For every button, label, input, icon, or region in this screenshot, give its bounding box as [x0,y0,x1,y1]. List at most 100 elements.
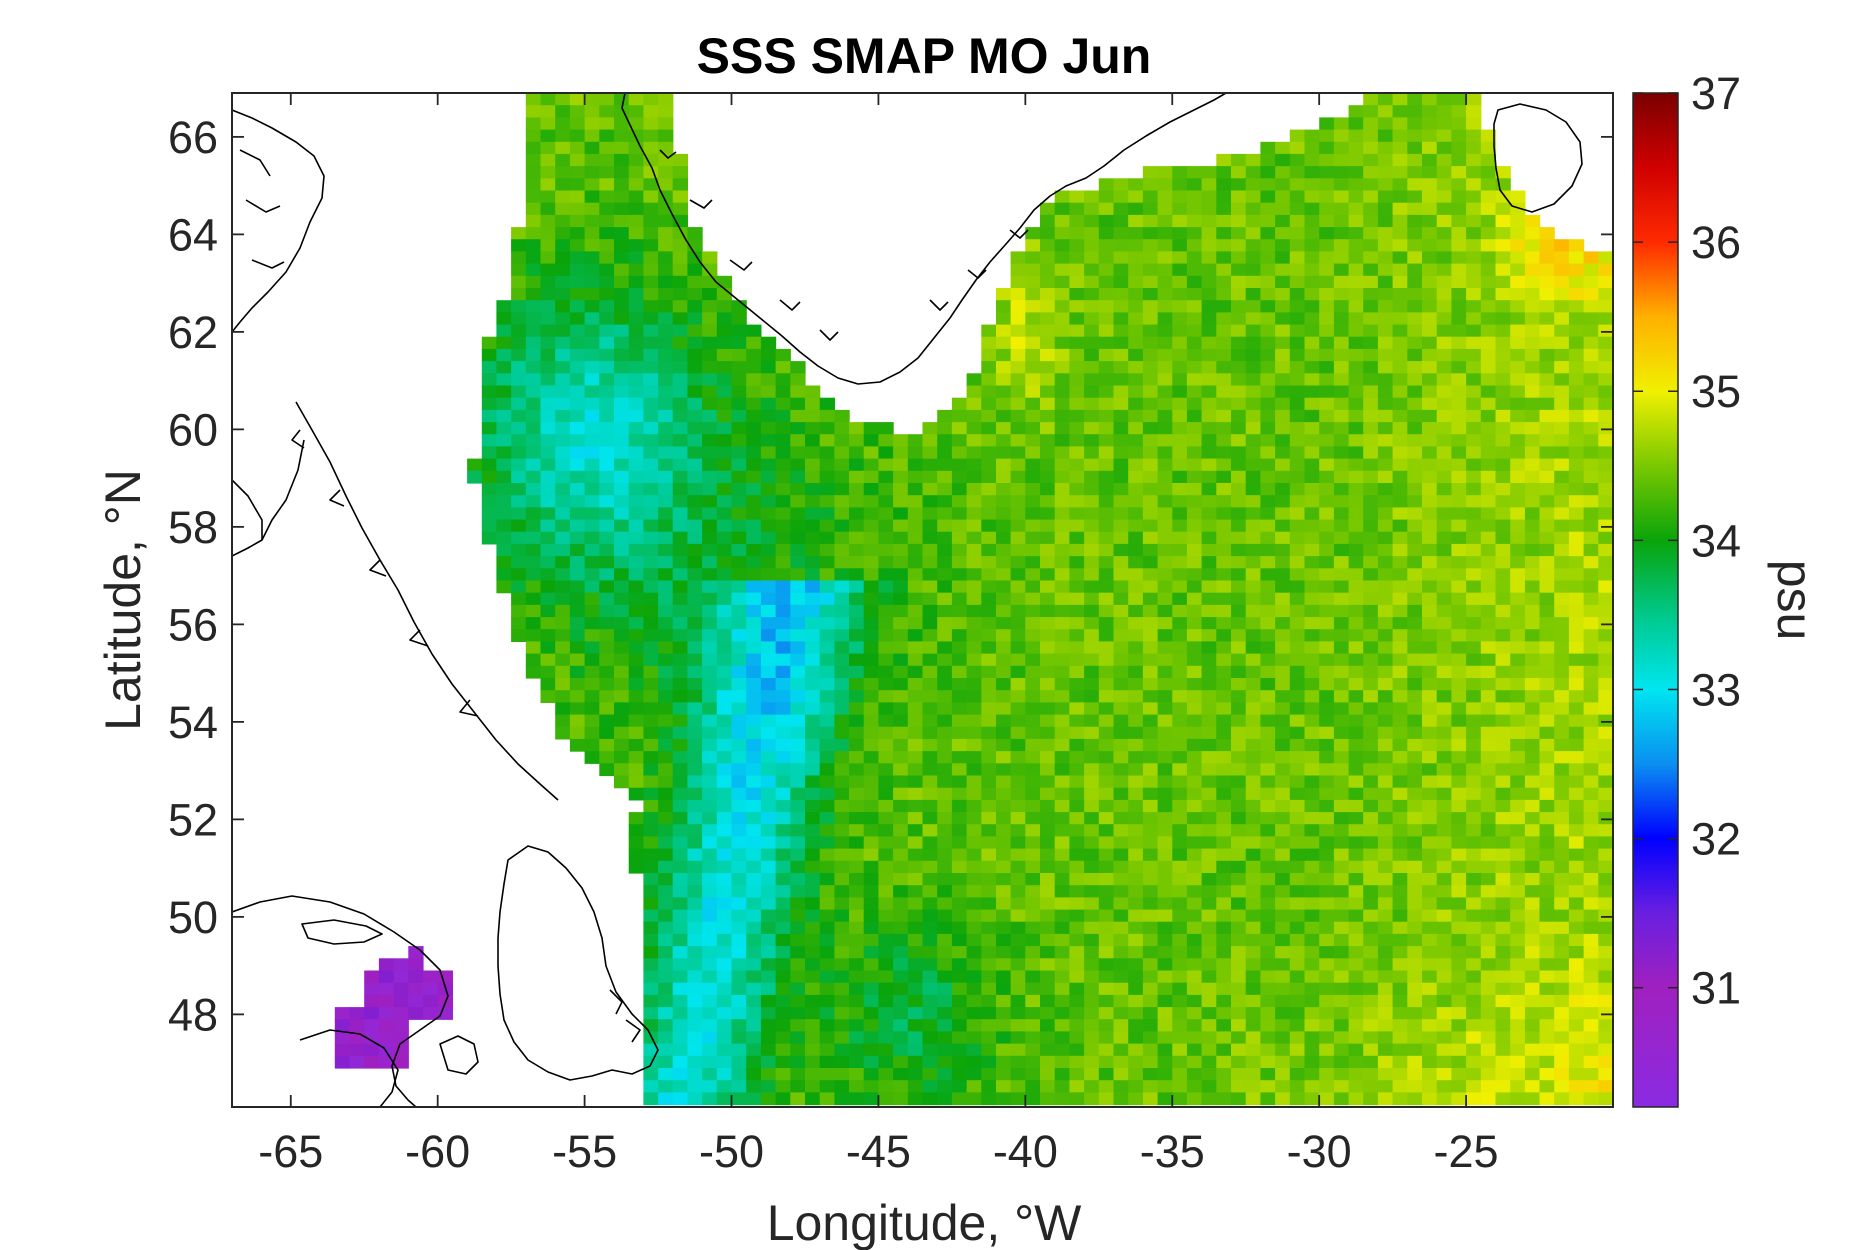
heatmap-cell [1333,214,1350,228]
heatmap-cell [1451,763,1467,777]
heatmap-cell [760,617,777,630]
heatmap-cell [1451,824,1467,837]
heatmap-cell [525,190,542,204]
heatmap-cell [731,434,747,447]
heatmap-cell [1275,653,1291,667]
heatmap-cell [937,860,953,874]
heatmap-cell [790,495,806,508]
heatmap-cell [1172,190,1188,204]
heatmap-cell [1495,397,1511,411]
heatmap-cell [1069,921,1085,935]
heatmap-cell [1495,799,1511,813]
heatmap-cell [1392,824,1408,837]
heatmap-cell [672,909,688,923]
heatmap-cell [555,105,571,118]
heatmap-cell [1098,641,1115,655]
heatmap-cell [1495,690,1511,703]
heatmap-cell [863,495,879,508]
heatmap-cell [334,1031,351,1045]
heatmap-cell [496,434,512,447]
heatmap-cell [672,556,688,569]
heatmap-cell [1466,946,1482,959]
heatmap-cell [1128,824,1144,837]
heatmap-cell [599,629,615,642]
heatmap-cell [1480,251,1497,265]
heatmap-cell [1289,824,1306,837]
heatmap-cell [716,690,733,703]
heatmap-cell [834,495,850,508]
heatmap-cell [672,275,688,289]
heatmap-cell [408,994,424,1008]
heatmap-cell [1377,93,1394,106]
heatmap-cell [672,653,688,667]
heatmap-cell [1583,251,1599,265]
heatmap-cell [1172,568,1188,582]
heatmap-cell [643,824,659,837]
heatmap-cell [702,483,718,496]
heatmap-cell [702,678,718,691]
heatmap-cell [687,738,703,752]
heatmap-cell [1495,812,1511,825]
heatmap-cell [1495,556,1511,569]
heatmap-cell [1466,385,1482,399]
heatmap-cell [922,543,938,557]
heatmap-cell [716,507,733,521]
heatmap-cell [1186,397,1203,411]
heatmap-cell [1554,422,1570,435]
heatmap-cell [1201,556,1217,569]
heatmap-cell [1275,690,1291,703]
heatmap-cell [1216,812,1232,825]
heatmap-cell [731,787,747,801]
heatmap-cell [1216,873,1232,886]
heatmap-cell [687,641,703,655]
heatmap-cell [1583,592,1599,606]
heatmap-cell [1480,873,1497,886]
heatmap-cell [849,678,865,691]
heatmap-cell [937,994,953,1008]
heatmap-cell [1084,592,1100,606]
heatmap-cell [1348,446,1364,460]
heatmap-cell [540,129,556,143]
heatmap-cell [1157,824,1173,837]
heatmap-cell [1069,836,1085,850]
heatmap-cell [1333,799,1350,813]
heatmap-cell [951,994,968,1008]
heatmap-cell [922,994,938,1008]
heatmap-cell [1054,312,1070,326]
heatmap-cell [951,982,968,996]
heatmap-cell [658,263,674,277]
heatmap-cell [1568,946,1585,959]
heatmap-cell [1495,763,1511,777]
heatmap-cell [1201,300,1217,313]
heatmap-cell [966,738,982,752]
heatmap-cell [672,336,688,350]
heatmap-cell [1495,604,1511,618]
heatmap-cell [878,946,894,959]
heatmap-cell [1583,836,1599,850]
heatmap-cell [1319,568,1335,582]
heatmap-cell [951,519,968,533]
heatmap-cell [1128,373,1144,387]
heatmap-cell [672,665,688,679]
heatmap-cell [687,824,703,837]
heatmap-cell [1275,714,1291,728]
heatmap-cell [687,409,703,423]
heatmap-cell [628,190,644,204]
heatmap-cell [555,373,571,387]
heatmap-cell [1201,336,1217,350]
heatmap-cell [1422,385,1438,399]
heatmap-cell [775,1019,791,1032]
heatmap-cell [1186,251,1203,265]
heatmap-cell [1436,324,1452,338]
heatmap-cell [716,775,733,789]
heatmap-cell [1010,409,1026,423]
heatmap-cell [702,970,718,984]
heatmap-cell [1392,288,1408,301]
heatmap-cell [525,105,542,118]
heatmap-cell [746,787,762,801]
heatmap-cell [1377,946,1394,959]
heatmap-cell [1363,897,1379,911]
heatmap-cell [525,251,542,265]
heatmap-cell [569,117,586,131]
heatmap-cell [760,1019,777,1032]
